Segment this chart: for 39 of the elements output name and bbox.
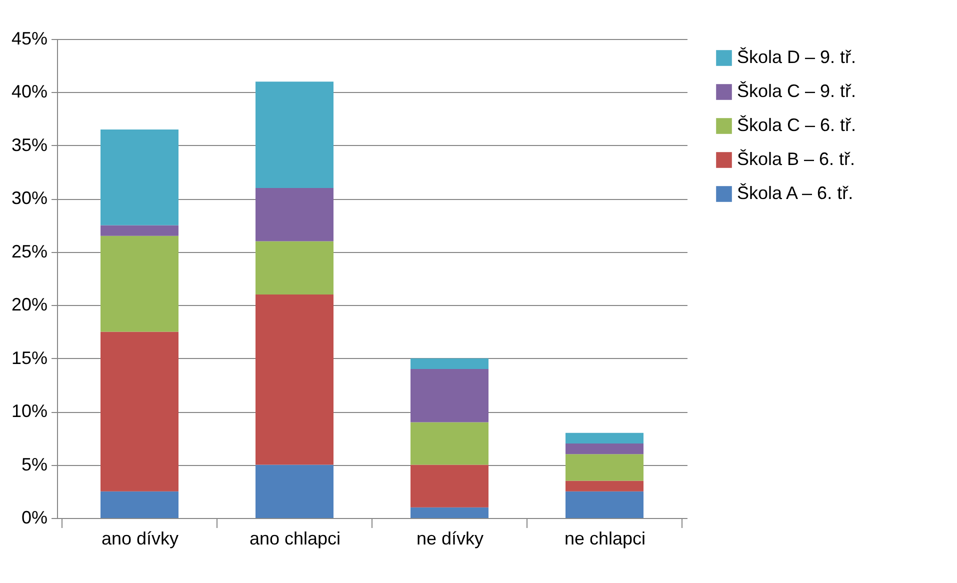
bar (100, 491, 178, 518)
y-tick-label: 15% (11, 348, 48, 368)
bar (256, 188, 334, 242)
y-tick-label: 45% (11, 28, 48, 48)
y-tick-label: 5% (21, 454, 48, 474)
bar (410, 422, 488, 465)
bar (256, 82, 334, 188)
x-tick-label: ne dívky (416, 528, 484, 548)
y-tick-label: 35% (11, 134, 48, 155)
x-tick-label: ne chlapci (564, 528, 646, 548)
bar (100, 236, 178, 332)
bar (410, 358, 488, 369)
y-tick-label: 0% (21, 508, 48, 528)
bar (100, 129, 178, 226)
x-tick-label: ano chlapci (249, 528, 341, 548)
bar (566, 454, 644, 481)
x-tick-label: ano dívky (101, 528, 179, 548)
bar (410, 507, 488, 518)
bar (566, 443, 644, 454)
bar (566, 432, 644, 444)
bar (256, 464, 334, 518)
legend-label: Škola C – 9. tř. (737, 81, 856, 101)
y-tick-label: 10% (11, 401, 48, 422)
legend-label: Škola C – 6. tř. (737, 115, 856, 135)
legend-label: Škola D – 9. tř. (737, 47, 856, 67)
legend-label: Škola A – 6. tř. (737, 183, 854, 203)
bar (100, 225, 178, 236)
bar (410, 464, 488, 508)
bar (566, 480, 644, 492)
bar (410, 368, 488, 422)
bar (256, 294, 334, 465)
bar (566, 491, 644, 518)
legend-label: Škola B – 6. tř. (737, 149, 856, 169)
bar (256, 241, 334, 294)
y-tick-label: 25% (11, 241, 48, 262)
y-tick-label: 40% (11, 82, 48, 102)
y-tick-label: 30% (11, 188, 48, 208)
y-tick-label: 20% (11, 294, 48, 315)
bar (100, 332, 178, 492)
